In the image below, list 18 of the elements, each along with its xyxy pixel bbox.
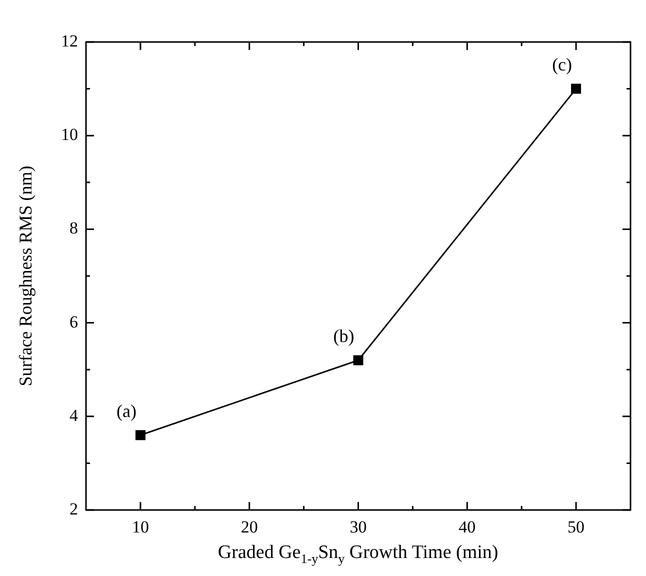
x-tick-label: 50 xyxy=(568,518,585,537)
y-axis-title: Surface Roughness RMS (nm) xyxy=(16,166,36,386)
y-tick-label: 2 xyxy=(70,499,78,518)
y-tick-label: 8 xyxy=(70,218,78,238)
x-tick-label: 20 xyxy=(240,518,258,537)
x-tick-label: 40 xyxy=(458,518,476,537)
y-tick-label: 10 xyxy=(61,125,78,144)
point xyxy=(135,430,146,440)
x-tick-label: 30 xyxy=(350,518,367,537)
y-tick-label: 4 xyxy=(70,406,78,425)
point xyxy=(571,84,582,94)
annotation: (c) xyxy=(552,54,572,75)
annotation: (a) xyxy=(116,400,136,421)
y-tick-label: 6 xyxy=(70,312,78,332)
y-tick-label: 12 xyxy=(61,31,78,50)
x-tick-label: 10 xyxy=(132,518,149,537)
annotation: (b) xyxy=(333,326,354,346)
point xyxy=(353,355,364,366)
